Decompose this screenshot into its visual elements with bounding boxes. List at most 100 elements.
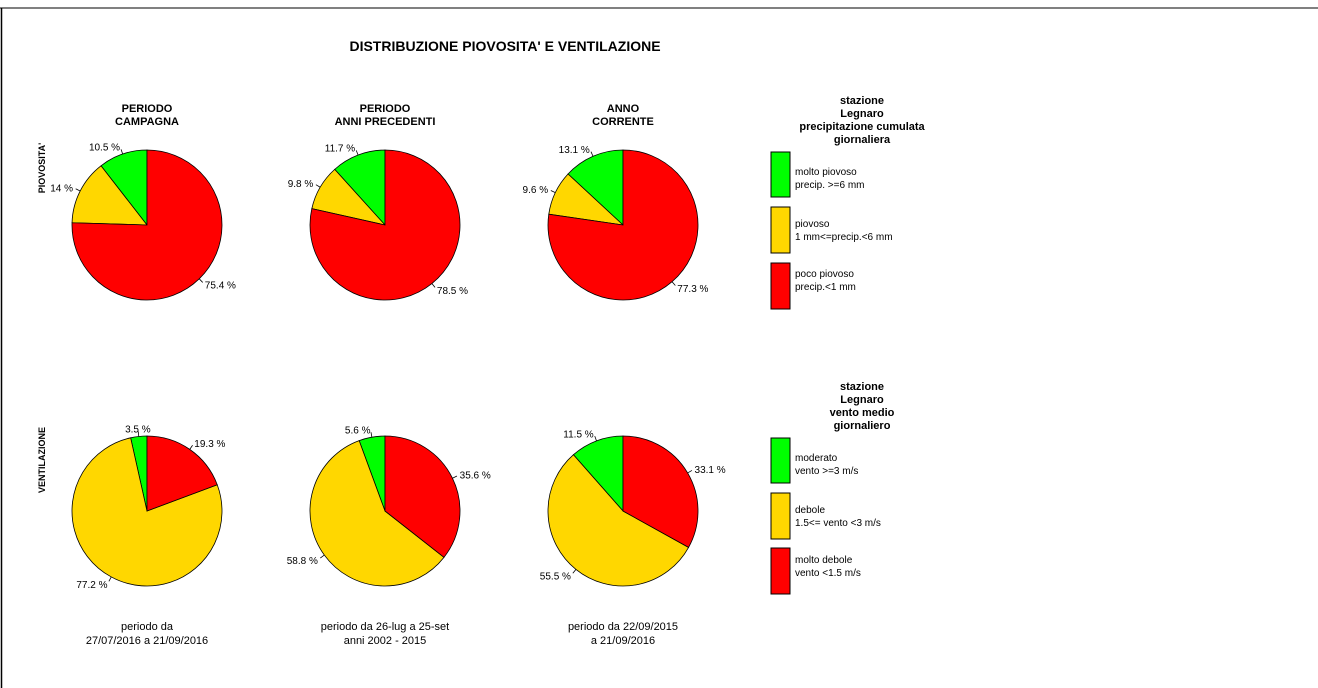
- legend-title-line: stazione: [840, 381, 884, 393]
- pie-slice-debole: [547, 454, 690, 587]
- pie-slice-label: 9.8 %: [288, 179, 314, 190]
- legend-item-label: molto piovoso: [795, 167, 857, 178]
- legend-wind: stazione Legnaro vento medio giornaliero…: [770, 381, 895, 595]
- legend-swatch-yellow: [770, 492, 791, 540]
- footer-line2: 27/07/2016 a 21/09/2016: [86, 635, 208, 647]
- pie-slice-debole: [71, 437, 223, 587]
- pie-wind-anno-corrente: 11.5 % 55.5 % 33.1 %: [540, 429, 726, 587]
- pie-rain-anno-corrente: 13.1 % 9.6 % 77.3 %: [523, 145, 709, 301]
- pie-label-leader: [320, 554, 325, 559]
- pie-label-leader: [671, 281, 676, 286]
- pie-label-leader: [572, 569, 577, 574]
- pie-wind-anni-precedenti: 5.6 % 58.8 % 35.6 %: [287, 425, 491, 587]
- pie-slice-label: 77.3 %: [677, 284, 708, 295]
- pie-label-leader: [137, 431, 140, 437]
- pie-slice-label: 58.8 %: [287, 556, 318, 567]
- legend-title-line: Legnaro: [840, 108, 884, 120]
- footer-line1: periodo da 22/09/2015: [568, 621, 678, 633]
- pie-label-leader: [370, 432, 373, 438]
- column-heading-line1: PERIODO: [122, 103, 173, 115]
- pie-wind-campagna: 3.5 % 77.2 % 19.3 %: [71, 425, 226, 591]
- pie-slice-label: 11.7 %: [325, 144, 355, 155]
- pie-rain-anni-precedenti: 11.7 % 9.8 % 78.5 %: [288, 144, 468, 301]
- legend-item-label: 1 mm<=precip.<6 mm: [795, 232, 893, 243]
- legend-title-line: Legnaro: [840, 394, 884, 406]
- legend-swatch-red: [770, 262, 791, 310]
- pie-slice-molto-debole: [146, 435, 218, 512]
- column-heading-line2: CORRENTE: [592, 116, 654, 128]
- pie-slice-label: 5.6 %: [345, 425, 371, 436]
- legend-swatch-green: [770, 151, 791, 198]
- pie-label-leader: [594, 436, 597, 441]
- pie-label-leader: [431, 283, 436, 288]
- legend-title-line: vento medio: [830, 407, 895, 419]
- legend-item-label: 1.5<= vento <3 m/s: [795, 518, 881, 529]
- legend-item-label: precip. >=6 mm: [795, 180, 864, 191]
- column-heading-2: PERIODO ANNI PRECEDENTI: [335, 103, 436, 128]
- legend-item-label: vento <1.5 m/s: [795, 568, 861, 579]
- footer-line1: periodo da 26-lug a 25-set: [321, 621, 449, 633]
- legend-swatch-yellow: [770, 206, 791, 254]
- pie-charts: 10.5 % 14 % 75.4 % 11.7 % 9.8 % 78.5 % 13.1 % 9…: [50, 142, 726, 591]
- column-heading-line1: ANNO: [607, 103, 640, 115]
- legend-title-line: giornaliero: [834, 420, 891, 432]
- pie-slice-label: 14 %: [50, 183, 73, 194]
- pie-rain-campagna: 10.5 % 14 % 75.4 %: [50, 142, 236, 301]
- pie-label-leader: [315, 184, 321, 188]
- footer-2: periodo da 26-lug a 25-set anni 2002 - 2…: [321, 621, 449, 647]
- legend-title-line: precipitazione cumulata: [799, 121, 925, 133]
- pie-slice-label: 19.3 %: [194, 439, 225, 450]
- pie-slice-molto-debole: [384, 435, 461, 558]
- column-heading-3: ANNO CORRENTE: [592, 103, 654, 128]
- legend-item-label: piovoso: [795, 219, 830, 230]
- pie-slice-label: 10.5 %: [89, 142, 120, 153]
- pie-slice-label: 78.5 %: [437, 286, 468, 297]
- pie-slice-label: 55.5 %: [540, 572, 571, 583]
- footer-line1: periodo da: [121, 621, 174, 633]
- pie-label-leader: [590, 151, 594, 157]
- column-heading-line2: CAMPAGNA: [115, 116, 179, 128]
- chart-title: DISTRIBUZIONE PIOVOSITA' E VENTILAZIONE: [349, 38, 660, 54]
- pie-slice-label: 11.5 %: [563, 429, 593, 440]
- column-heading-1: PERIODO CAMPAGNA: [115, 103, 179, 128]
- footer-1: periodo da 27/07/2016 a 21/09/2016: [86, 621, 208, 647]
- footer-3: periodo da 22/09/2015 a 21/09/2016: [568, 621, 678, 647]
- pie-label-leader: [452, 475, 458, 479]
- legend-item-label: precip.<1 mm: [795, 282, 856, 293]
- pie-slice-debole: [309, 440, 445, 587]
- legend-item-label: molto debole: [795, 555, 853, 566]
- legend-title-line: stazione: [840, 95, 884, 107]
- row-label-rain: PIOVOSITA': [37, 143, 47, 193]
- legend-item-label: poco piovoso: [795, 269, 854, 280]
- footer-line2: anni 2002 - 2015: [344, 635, 427, 647]
- pie-label-leader: [75, 188, 81, 192]
- legend-item-label: vento >=3 m/s: [795, 466, 858, 477]
- pie-slice-label: 77.2 %: [76, 580, 107, 591]
- column-heading-line2: ANNI PRECEDENTI: [335, 116, 436, 128]
- pie-label-leader: [550, 190, 556, 194]
- legend-swatch-red: [770, 547, 791, 595]
- legend-rain: stazione Legnaro precipitazione cumulata…: [770, 95, 926, 310]
- pie-slice-molto-debole: [622, 435, 699, 548]
- legend-item-label: debole: [795, 505, 825, 516]
- row-label-wind: VENTILAZIONE: [37, 427, 47, 493]
- pie-label-leader: [120, 149, 124, 155]
- pie-slice-label: 9.6 %: [523, 185, 549, 196]
- pie-label-leader: [355, 150, 359, 156]
- pie-slice-label: 75.4 %: [205, 281, 236, 292]
- pie-slice-label: 35.6 %: [460, 471, 491, 482]
- pie-slice-molto-piovoso: [567, 149, 624, 226]
- column-heading-line1: PERIODO: [360, 103, 411, 115]
- pie-slice-label: 13.1 %: [559, 145, 590, 156]
- legend-item-label: moderato: [795, 453, 838, 464]
- legend-swatch-green: [770, 437, 791, 484]
- pie-slice-label: 3.5 %: [125, 425, 151, 436]
- pie-label-leader: [687, 470, 693, 474]
- pie-label-leader: [198, 278, 204, 283]
- pie-slice-label: 33.1 %: [695, 465, 726, 476]
- pie-slice-poco-piovoso: [547, 149, 699, 301]
- legend-title-line: giornaliera: [834, 134, 891, 146]
- footer-line2: a 21/09/2016: [591, 635, 655, 647]
- pie-label-leader: [108, 576, 112, 582]
